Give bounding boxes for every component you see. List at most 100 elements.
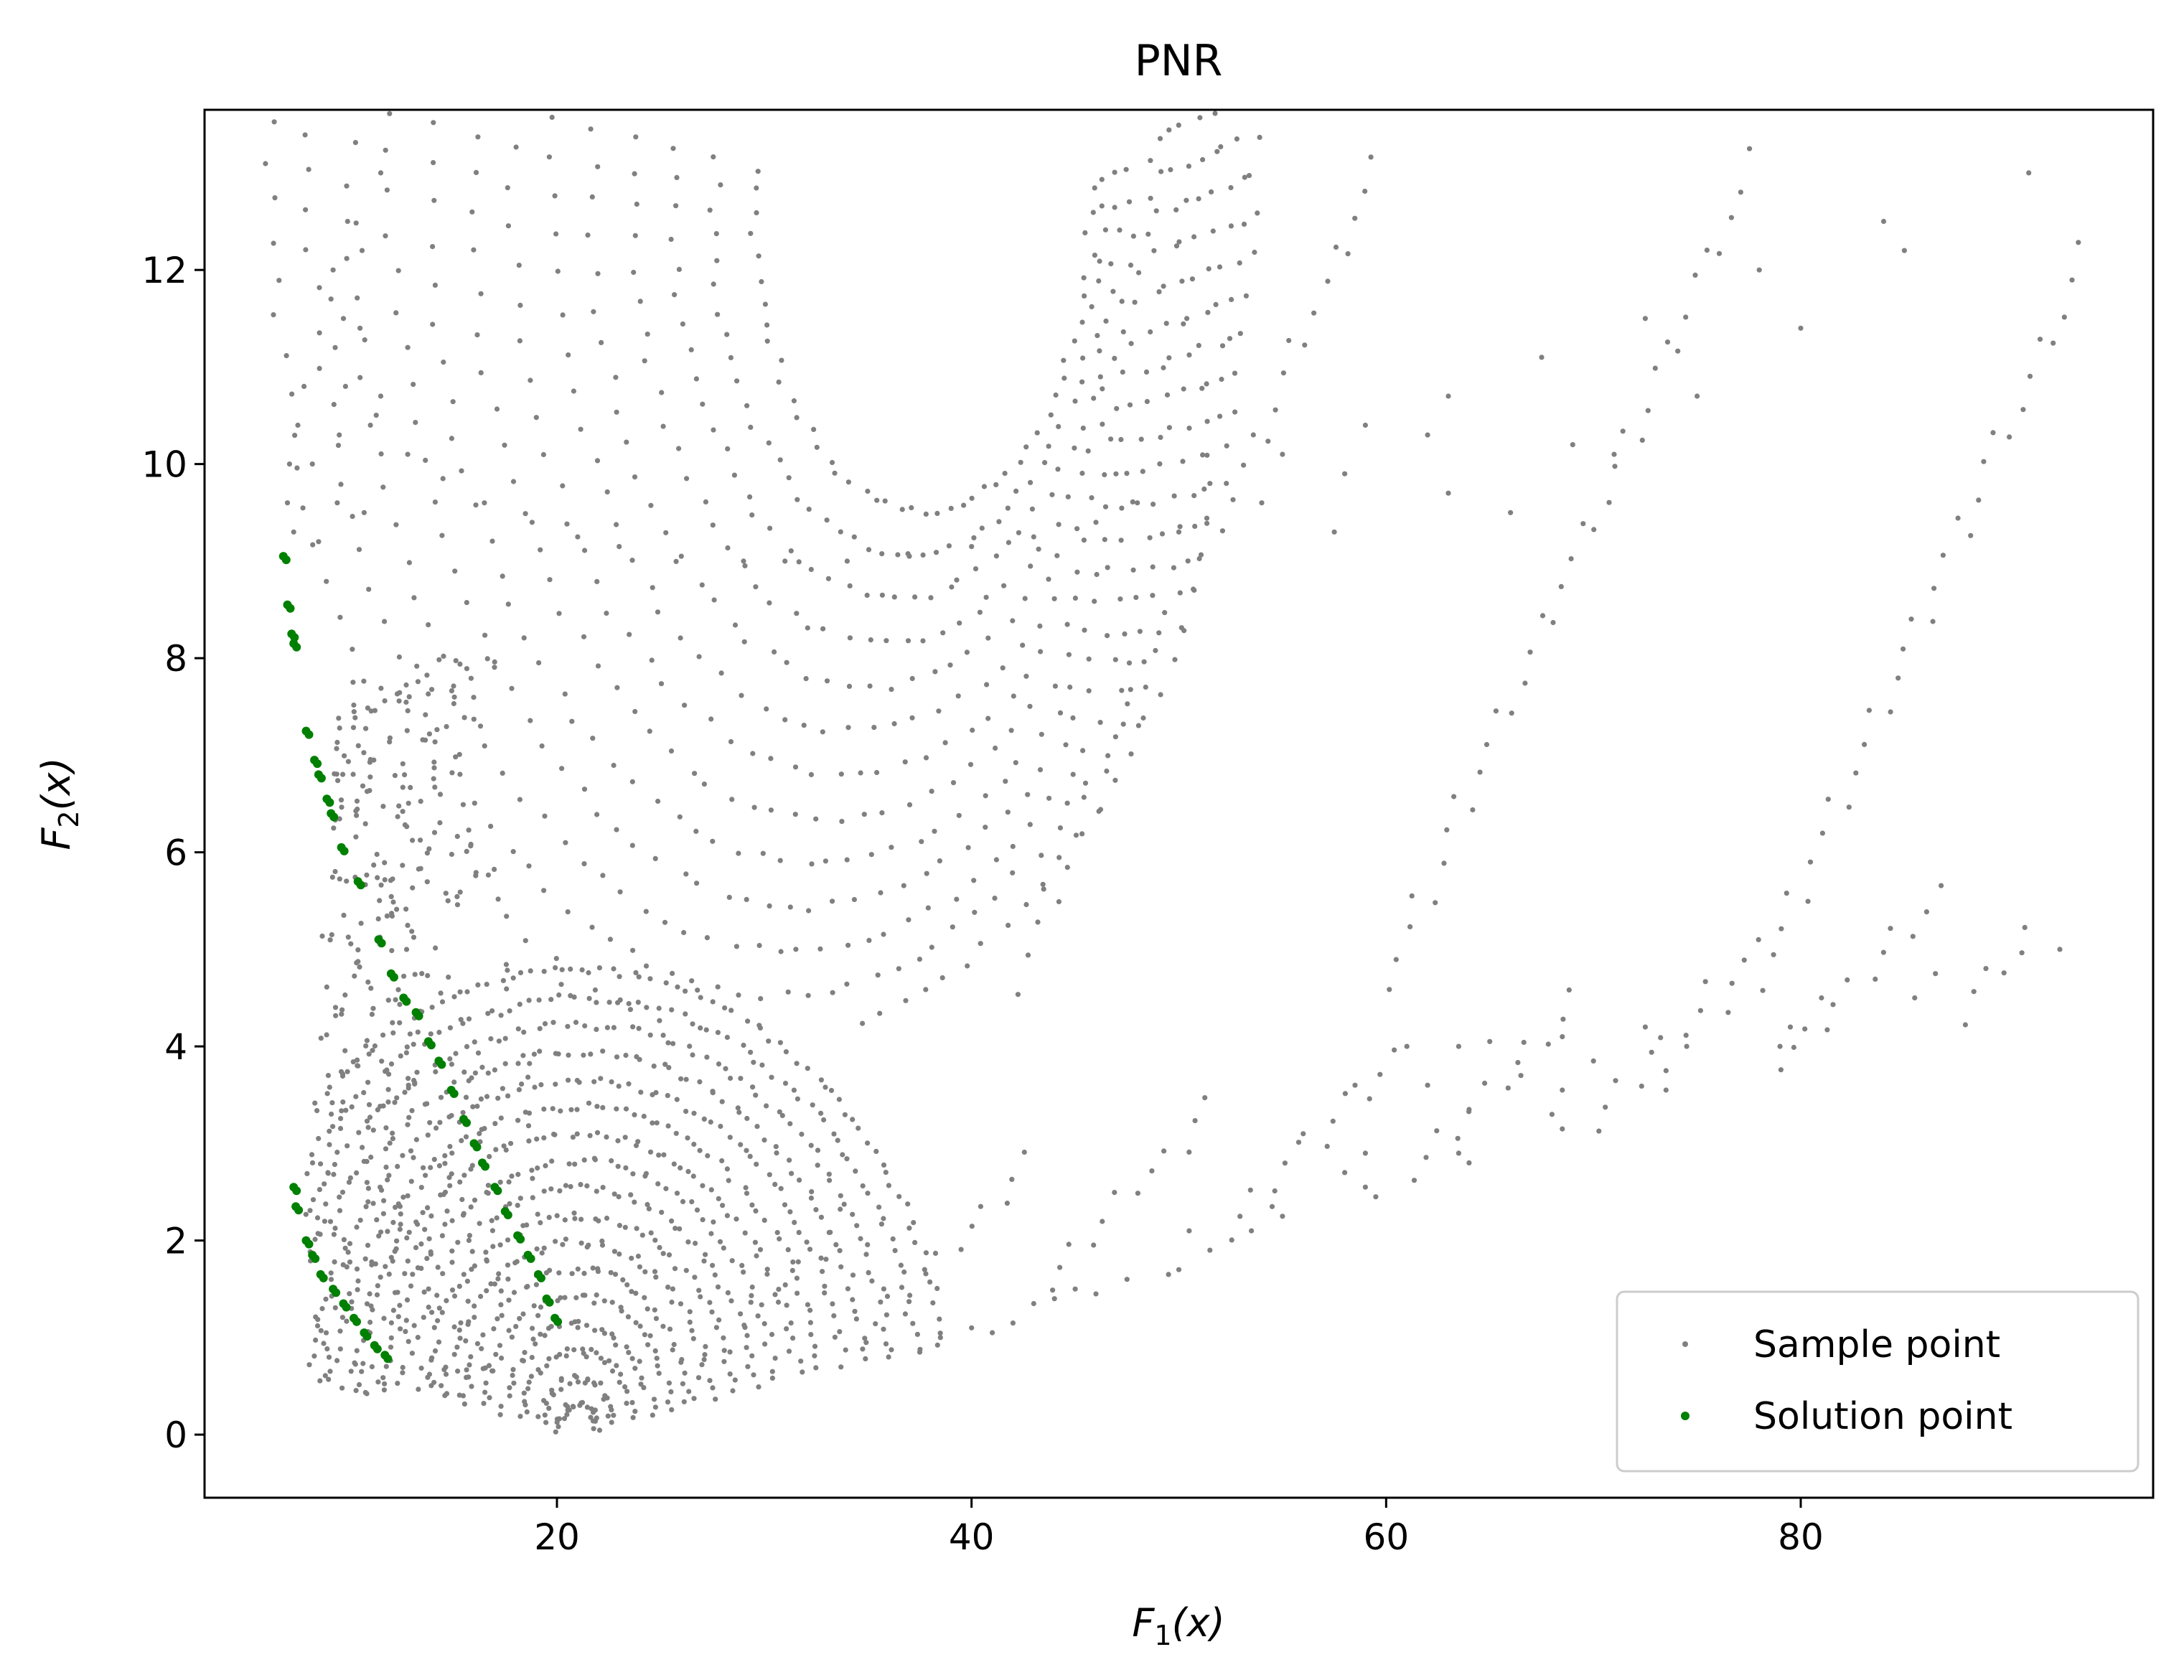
sample-point [549,1387,555,1393]
sample-point [707,1300,713,1305]
sample-point [713,1325,720,1331]
sample-point [578,426,584,432]
sample-point [716,1061,722,1067]
sample-point [798,1358,804,1364]
sample-point [601,1331,608,1336]
sample-point [431,759,437,765]
sample-point [339,1073,346,1079]
sample-point [807,1247,813,1252]
sample-point [667,1326,673,1332]
sample-point [339,1189,346,1195]
sample-point [406,694,412,700]
sample-point [690,1336,696,1341]
sample-point [522,511,528,517]
sample-point [584,1404,591,1410]
sample-point [1778,926,1784,931]
sample-point [1010,1320,1016,1326]
sample-point [818,1214,824,1220]
sample-point [525,1123,532,1129]
sample-point [390,1219,396,1225]
sample-point [316,539,322,545]
sample-point [1086,688,1092,694]
sample-point [572,1161,578,1167]
sample-point [1103,318,1109,324]
sample-point [611,1025,617,1031]
sample-point [383,147,388,153]
sample-point [398,1211,403,1217]
sample-point [673,558,679,565]
sample-point [304,1170,310,1176]
sample-point [400,809,406,815]
sample-point [1048,412,1054,418]
sample-point [580,1346,586,1352]
solution-point [402,997,411,1006]
sample-point [323,1330,329,1336]
sample-point [1147,535,1153,540]
sample-point [409,1351,416,1356]
sample-point [318,1328,324,1333]
sample-point [1149,1168,1155,1174]
sample-point [728,1298,734,1304]
sample-point [637,1056,642,1062]
sample-point [1102,504,1109,510]
sample-point [428,1165,433,1170]
sample-point [749,512,755,518]
chart-title: PNR [1135,36,1223,86]
sample-point [571,1210,577,1216]
sample-point [754,210,759,216]
sample-point [410,837,416,843]
sample-point [411,1041,416,1047]
sample-point [473,870,479,876]
solution-point [372,1344,382,1353]
sample-point [477,1131,482,1137]
sample-point [756,1384,761,1390]
sample-point [660,1323,666,1329]
sample-point [495,1316,500,1322]
sample-point [1423,1155,1429,1160]
sample-point [469,209,475,215]
sample-point [955,693,961,699]
sample-point [728,1008,734,1013]
sample-point [384,1067,390,1073]
sample-point [1001,583,1007,588]
sample-point [389,913,395,919]
sample-point [355,743,361,749]
sample-point [1080,355,1086,361]
sample-point [403,699,409,705]
sample-point [505,1093,511,1099]
sample-point [799,1131,805,1137]
sample-point [283,353,289,359]
sample-point [331,825,337,831]
sample-point [609,1158,614,1164]
sample-point [1180,459,1186,464]
sample-point [718,1123,723,1130]
sample-point [917,957,922,962]
sample-point [617,997,623,1003]
sample-point [1282,1160,1288,1166]
sample-point [1041,886,1046,892]
solution-point [383,1354,393,1364]
sample-point [1072,1286,1078,1292]
sample-point [936,708,942,714]
sample-point [865,1242,871,1247]
sample-point [830,898,835,904]
sample-point [683,988,688,994]
sample-point [624,1344,629,1350]
sample-point [563,1236,569,1242]
sample-point [581,787,588,792]
sample-point [1117,596,1123,602]
sample-point [1135,500,1140,506]
sample-point [629,558,635,563]
sample-point [402,1089,408,1095]
sample-point [362,821,368,827]
sample-point [337,1125,344,1132]
sample-point [594,578,600,585]
sample-point [647,976,653,982]
sample-point [629,843,635,848]
sample-point [617,1379,622,1385]
sample-point [400,863,406,868]
sample-point [1051,1296,1057,1302]
sample-point [711,597,717,603]
sample-point [711,281,716,287]
sample-point [394,906,400,912]
